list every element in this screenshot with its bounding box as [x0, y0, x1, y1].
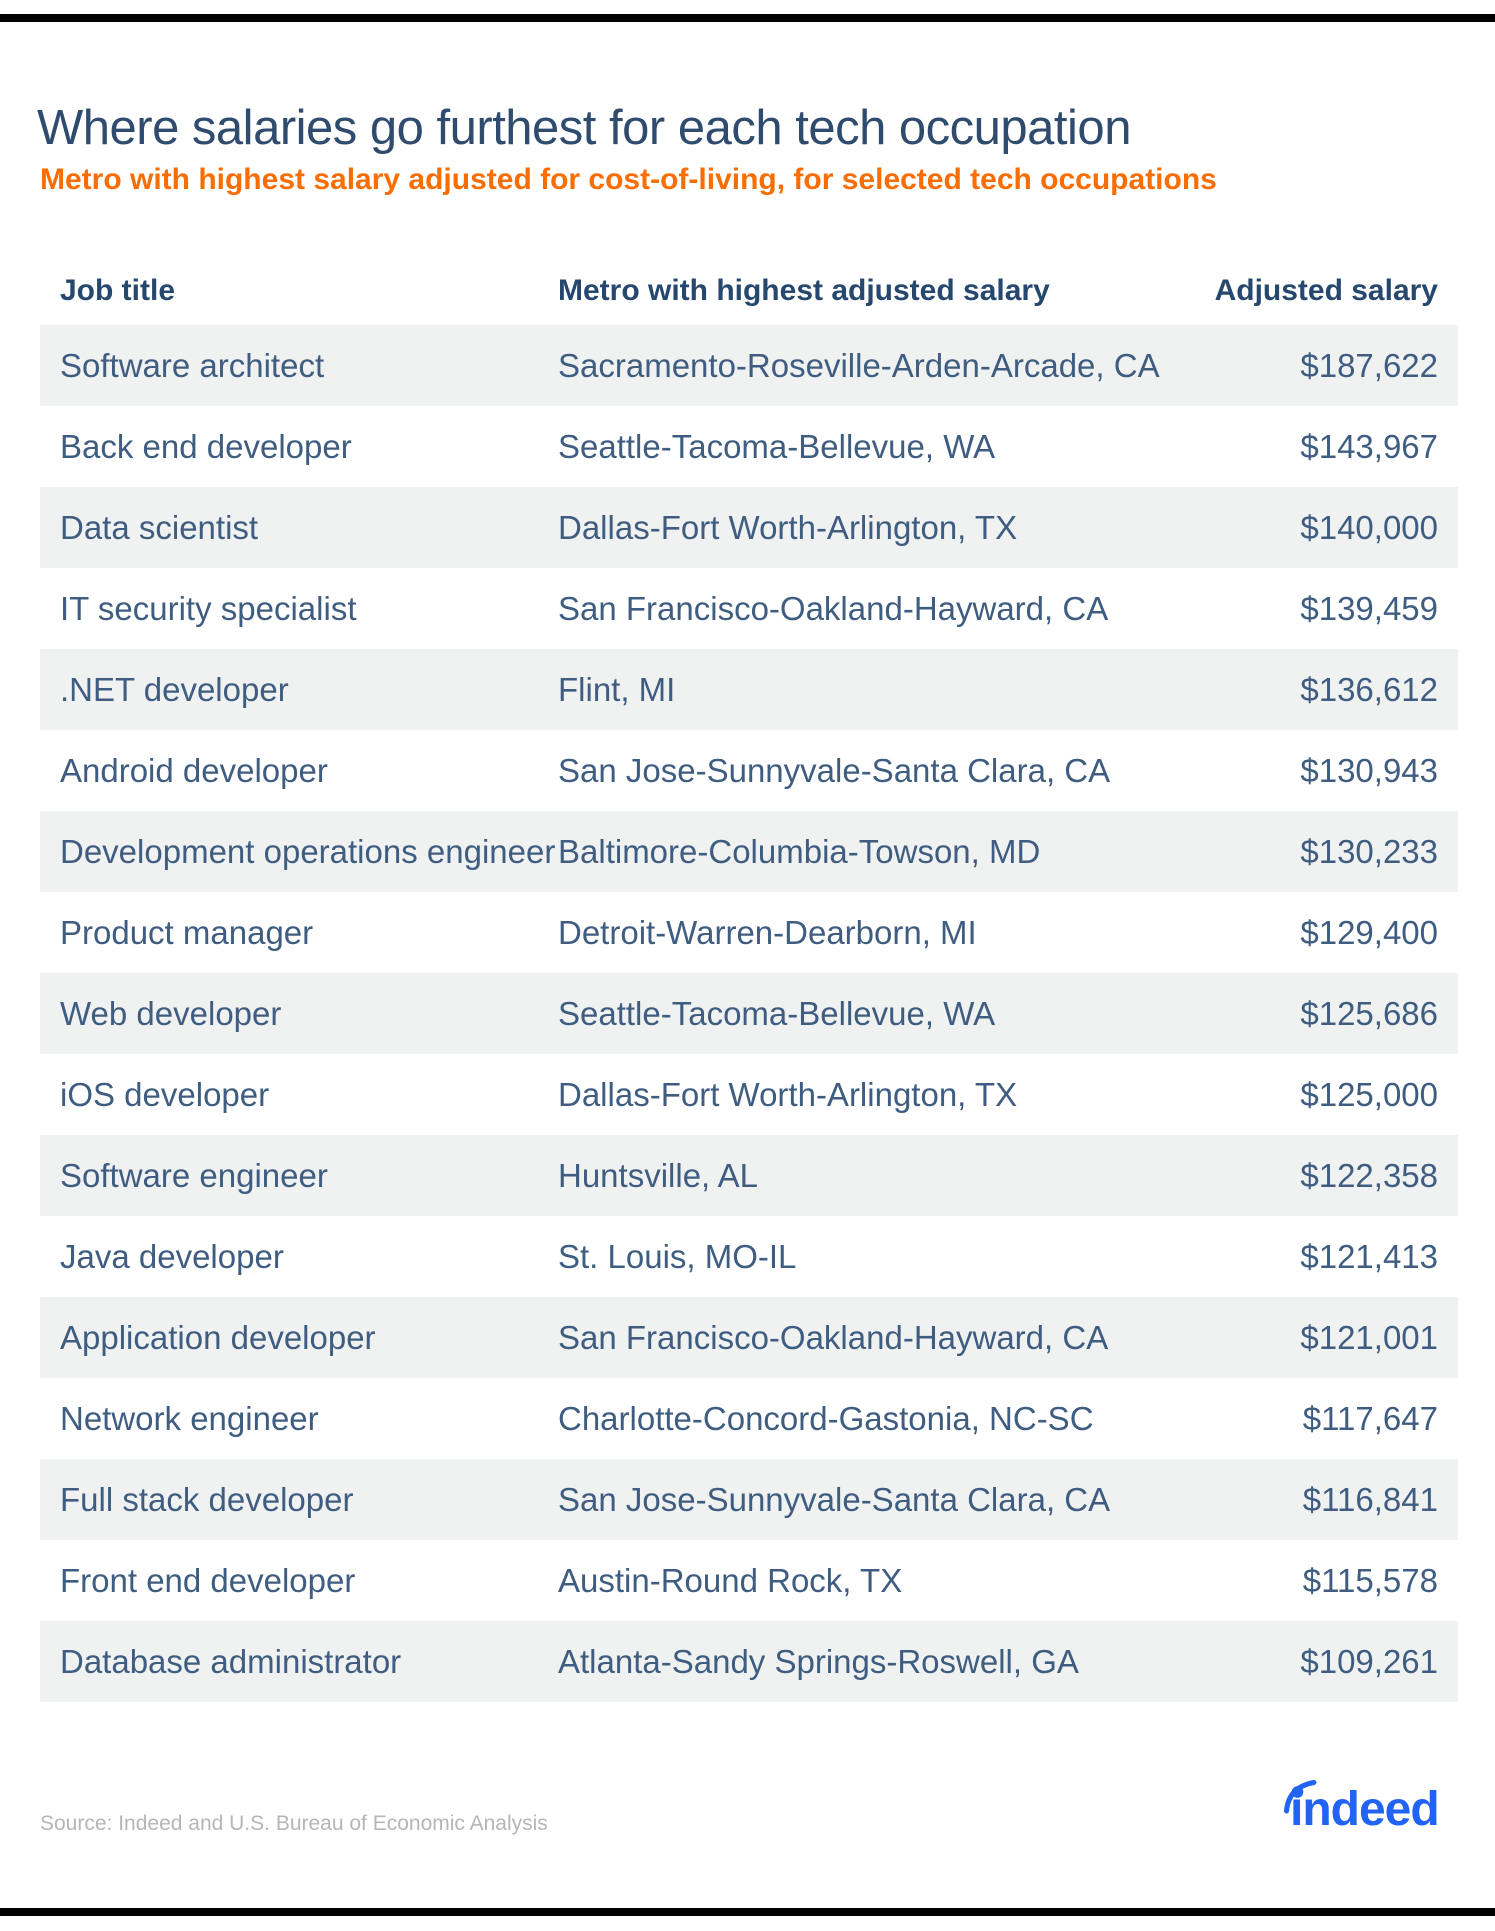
job-title-cell: Software engineer [60, 1156, 328, 1194]
table-row: Java developer St. Louis, MO-IL $121,413 [40, 1216, 1458, 1297]
table-row: Data scientist Dallas-Fort Worth-Arlingto… [40, 487, 1458, 568]
table-row: Product manager Detroit-Warren-Dearborn, … [40, 892, 1458, 973]
job-title-cell: Data scientist [60, 508, 259, 546]
salary-cell: $129,400 [1300, 913, 1438, 951]
logo-wordmark: ındeed [1290, 1783, 1439, 1831]
salary-cell: $125,686 [1300, 994, 1438, 1032]
job-title-cell: IT security specialist [60, 589, 357, 627]
salary-cell: $116,841 [1302, 1480, 1438, 1518]
table-row: Web developer Seattle-Tacoma-Bellevue, WA… [40, 973, 1458, 1054]
metro-cell: St. Louis, MO-IL [558, 1237, 797, 1275]
salary-cell: $130,233 [1300, 832, 1438, 870]
job-title-cell: Web developer [60, 994, 282, 1032]
table-row: Front end developer Austin-Round Rock, TX… [40, 1540, 1458, 1621]
metro-cell: San Jose-Sunnyvale-Santa Clara, CA [558, 751, 1111, 789]
table-row: Software architect Sacramento-Roseville-A… [40, 325, 1458, 406]
metro-cell: Baltimore-Columbia-Towson, MD [558, 832, 1041, 870]
job-title-cell: Product manager [60, 913, 314, 951]
metro-cell: Seattle-Tacoma-Bellevue, WA [558, 427, 996, 465]
metro-cell: San Jose-Sunnyvale-Santa Clara, CA [558, 1480, 1111, 1518]
column-header-job-title: Job title [60, 273, 176, 307]
metro-cell: Charlotte-Concord-Gastonia, NC-SC [558, 1399, 1094, 1437]
salary-cell: $121,001 [1300, 1318, 1438, 1356]
top-divider-bar [0, 14, 1495, 22]
metro-cell: San Francisco-Oakland-Hayward, CA [558, 589, 1109, 627]
salary-cell: $109,261 [1300, 1642, 1438, 1680]
bottom-divider-bar [0, 1908, 1495, 1916]
job-title-cell: Network engineer [60, 1399, 319, 1437]
job-title-cell: Full stack developer [60, 1480, 354, 1518]
job-title-cell: Application developer [60, 1318, 376, 1356]
job-title-cell: Software architect [60, 346, 325, 384]
page-subtitle: Metro with highest salary adjusted for c… [40, 163, 1217, 196]
table-row: Application developer San Francisco-Oakla… [40, 1297, 1458, 1378]
table-row: Database administrator Atlanta-Sandy Spri… [40, 1621, 1458, 1702]
job-title-cell: Database administrator [60, 1642, 402, 1680]
salary-cell: $125,000 [1300, 1075, 1438, 1113]
salary-table-body: Software architect Sacramento-Roseville-A… [40, 325, 1458, 1702]
metro-cell: Detroit-Warren-Dearborn, MI [558, 913, 977, 951]
table-row: .NET developer Flint, MI $136,612 [40, 649, 1458, 730]
table-row: Network engineer Charlotte-Concord-Gaston… [40, 1378, 1458, 1459]
indeed-logo: ındeed [1284, 1780, 1440, 1831]
table-row: Back end developer Seattle-Tacoma-Bellevu… [40, 406, 1458, 487]
column-header-adjusted-salary: Adjusted salary [1214, 273, 1438, 307]
metro-cell: Dallas-Fort Worth-Arlington, TX [558, 1075, 1018, 1113]
metro-cell: Dallas-Fort Worth-Arlington, TX [558, 508, 1018, 546]
salary-cell: $140,000 [1300, 508, 1438, 546]
table-row: Development operations engineer Baltimore… [40, 811, 1458, 892]
metro-cell: Austin-Round Rock, TX [558, 1561, 903, 1599]
metro-cell: Atlanta-Sandy Springs-Roswell, GA [558, 1642, 1079, 1680]
metro-cell: Sacramento-Roseville-Arden-Arcade, CA [558, 346, 1160, 384]
salary-cell: $136,612 [1300, 670, 1438, 708]
salary-cell: $130,943 [1300, 751, 1438, 789]
job-title-cell: .NET developer [60, 670, 289, 708]
salary-cell: $122,358 [1300, 1156, 1438, 1194]
logo-i-dot-icon [1291, 1786, 1304, 1798]
table-row: Full stack developer San Jose-Sunnyvale-S… [40, 1459, 1458, 1540]
salary-cell: $139,459 [1300, 589, 1438, 627]
salary-cell: $117,647 [1302, 1399, 1438, 1437]
source-note: Source: Indeed and U.S. Bureau of Econom… [40, 1812, 548, 1835]
metro-cell: Seattle-Tacoma-Bellevue, WA [558, 994, 996, 1032]
salary-cell: $187,622 [1300, 346, 1438, 384]
page-title: Where salaries go furthest for each tech… [37, 101, 1131, 155]
salary-cell: $115,578 [1302, 1561, 1438, 1599]
table-row: IT security specialist San Francisco-Oakl… [40, 568, 1458, 649]
salary-cell: $143,967 [1300, 427, 1438, 465]
job-title-cell: Android developer [60, 751, 328, 789]
table-row: Software engineer Huntsville, AL $122,358 [40, 1135, 1458, 1216]
column-header-metro: Metro with highest adjusted salary [558, 273, 1050, 307]
job-title-cell: iOS developer [60, 1075, 270, 1113]
job-title-cell: Development operations engineer [60, 832, 556, 870]
metro-cell: San Francisco-Oakland-Hayward, CA [558, 1318, 1109, 1356]
table-header-row: Job title Metro with highest adjusted sa… [40, 256, 1458, 325]
job-title-cell: Java developer [60, 1237, 284, 1275]
table-row: Android developer San Jose-Sunnyvale-Sant… [40, 730, 1458, 811]
metro-cell: Flint, MI [558, 670, 676, 708]
salary-cell: $121,413 [1300, 1237, 1438, 1275]
job-title-cell: Back end developer [60, 427, 352, 465]
job-title-cell: Front end developer [60, 1561, 356, 1599]
table-row: iOS developer Dallas-Fort Worth-Arlington… [40, 1054, 1458, 1135]
metro-cell: Huntsville, AL [558, 1156, 758, 1194]
